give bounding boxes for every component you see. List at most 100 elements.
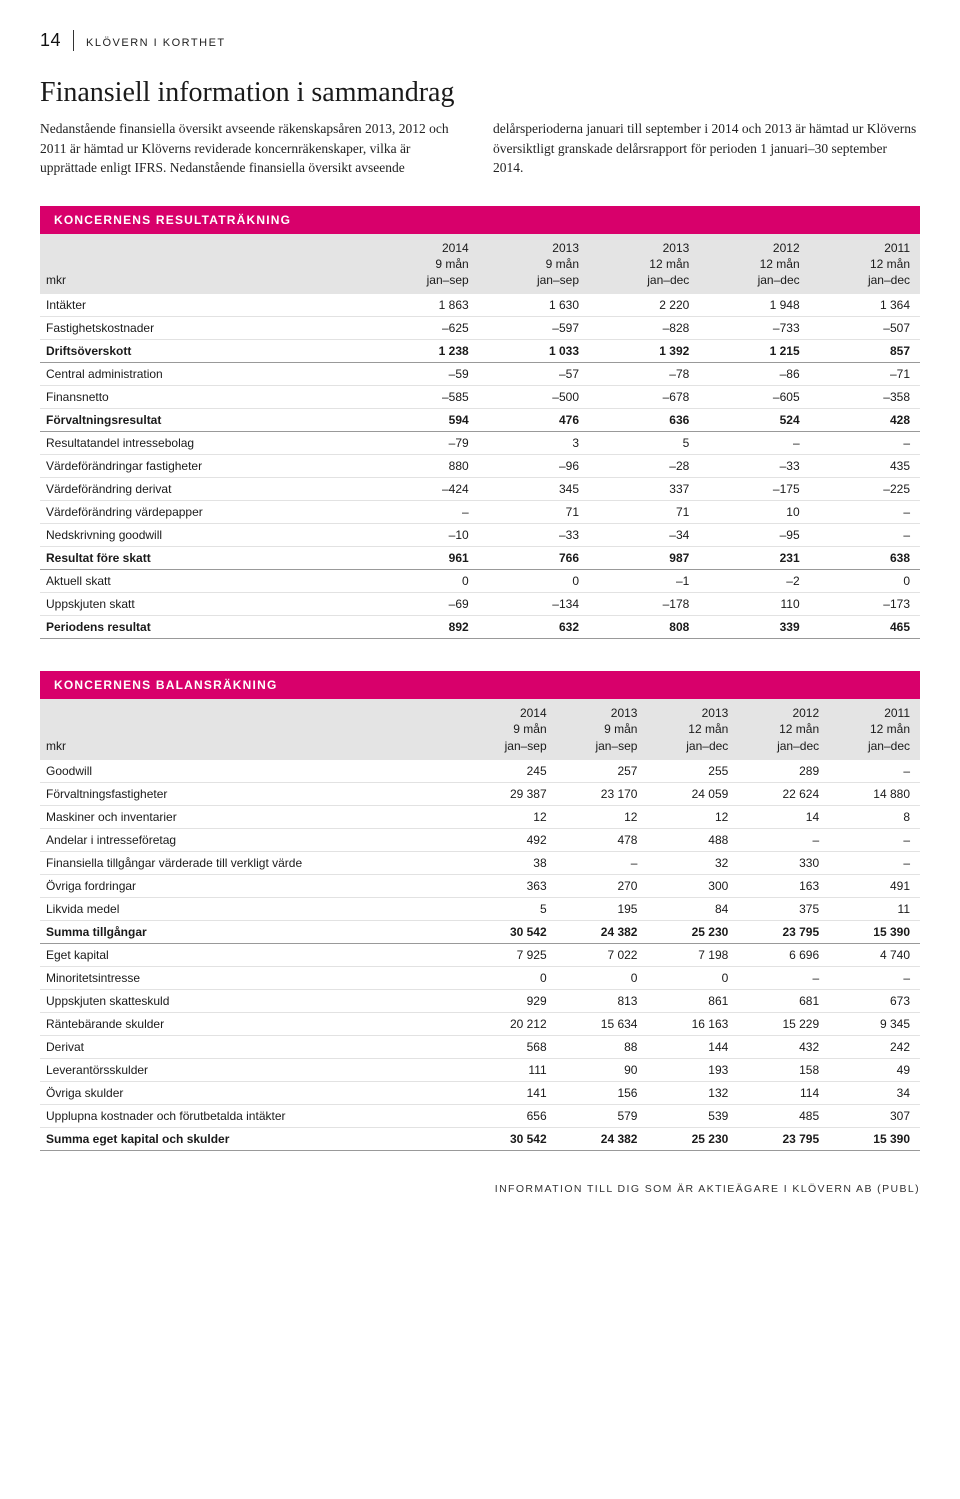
row-value: 307 (829, 1104, 920, 1127)
row-value: 24 059 (647, 782, 738, 805)
section-label: KLÖVERN I KORTHET (86, 37, 226, 49)
row-value: –2 (699, 570, 809, 593)
row-value: 594 (368, 409, 478, 432)
row-value: 892 (368, 616, 478, 639)
table-row: Värdeförändring värdepapper–717110– (40, 501, 920, 524)
table-row: Övriga fordringar363270300163491 (40, 874, 920, 897)
table1-head: mkr 2014 9 mån jan–sep 2013 9 mån jan–se… (40, 234, 920, 295)
table1-col1: 2013 9 mån jan–sep (479, 234, 589, 295)
row-label: Eget kapital (40, 943, 466, 966)
page-number: 14 (40, 30, 74, 51)
row-value: 110 (699, 593, 809, 616)
row-value: 163 (738, 874, 829, 897)
table-row: Övriga skulder14115613211434 (40, 1081, 920, 1104)
row-label: Summa tillgångar (40, 920, 466, 943)
row-value: –175 (699, 478, 809, 501)
row-value: 476 (479, 409, 589, 432)
row-value: – (829, 851, 920, 874)
row-value: 193 (647, 1058, 738, 1081)
row-value: 34 (829, 1081, 920, 1104)
row-value: 111 (466, 1058, 557, 1081)
row-value: 638 (810, 547, 920, 570)
row-value: – (829, 966, 920, 989)
table1-col3: 2012 12 mån jan–dec (699, 234, 809, 295)
row-value: 14 (738, 805, 829, 828)
table-row: Nedskrivning goodwill–10–33–34–95– (40, 524, 920, 547)
table1-col2: 2013 12 mån jan–dec (589, 234, 699, 295)
row-value: 114 (738, 1081, 829, 1104)
row-value: 808 (589, 616, 699, 639)
row-value: 30 542 (466, 1127, 557, 1150)
row-value: 4 740 (829, 943, 920, 966)
row-value: 300 (647, 874, 738, 897)
row-label: Övriga fordringar (40, 874, 466, 897)
row-value: 488 (647, 828, 738, 851)
row-value: 337 (589, 478, 699, 501)
row-value: 32 (647, 851, 738, 874)
row-value: 1 238 (368, 340, 478, 363)
table-row: Leverantörsskulder1119019315849 (40, 1058, 920, 1081)
row-value: –78 (589, 363, 699, 386)
table1-header-label: mkr (40, 234, 368, 295)
row-value: 12 (647, 805, 738, 828)
row-value: 242 (829, 1035, 920, 1058)
row-value: – (810, 501, 920, 524)
row-label: Uppskjuten skatteskuld (40, 989, 466, 1012)
table2-col4: 2011 12 mån jan–dec (829, 699, 920, 760)
footer-text: INFORMATION TILL DIG SOM ÄR AKTIEÄGARE I… (40, 1183, 920, 1195)
row-value: 132 (647, 1081, 738, 1104)
row-value: 813 (557, 989, 648, 1012)
table2-col0: 2014 9 mån jan–sep (466, 699, 557, 760)
row-value: 12 (557, 805, 648, 828)
page-header: 14 KLÖVERN I KORTHET (40, 30, 920, 51)
row-value: 857 (810, 340, 920, 363)
table-row: Aktuell skatt00–1–20 (40, 570, 920, 593)
row-value: 245 (466, 760, 557, 783)
table-row: Finansnetto–585–500–678–605–358 (40, 386, 920, 409)
table2-header-label: mkr (40, 699, 466, 760)
row-value: –33 (479, 524, 589, 547)
table-row: Förvaltningsfastigheter29 38723 17024 05… (40, 782, 920, 805)
row-value: 90 (557, 1058, 648, 1081)
row-label: Upplupna kostnader och förutbetalda intä… (40, 1104, 466, 1127)
row-value: –678 (589, 386, 699, 409)
row-value: 339 (699, 616, 809, 639)
row-value: –28 (589, 455, 699, 478)
row-value: –134 (479, 593, 589, 616)
row-value: 15 390 (829, 1127, 920, 1150)
row-label: Räntebärande skulder (40, 1012, 466, 1035)
row-value: – (829, 760, 920, 783)
row-value: 14 880 (829, 782, 920, 805)
row-value: 12 (466, 805, 557, 828)
row-label: Finansnetto (40, 386, 368, 409)
row-value: 25 230 (647, 920, 738, 943)
row-value: –597 (479, 317, 589, 340)
row-value: 38 (466, 851, 557, 874)
table-row: Goodwill245257255289– (40, 760, 920, 783)
row-value: 84 (647, 897, 738, 920)
row-label: Uppskjuten skatt (40, 593, 368, 616)
table-row: Uppskjuten skatteskuld929813861681673 (40, 989, 920, 1012)
row-value: 270 (557, 874, 648, 897)
table-row: Resultat före skatt961766987231638 (40, 547, 920, 570)
row-label: Övriga skulder (40, 1081, 466, 1104)
row-value: –59 (368, 363, 478, 386)
table-row: Värdeförändringar fastigheter880–96–28–3… (40, 455, 920, 478)
row-value: 289 (738, 760, 829, 783)
row-value: 30 542 (466, 920, 557, 943)
row-value: 961 (368, 547, 478, 570)
row-label: Finansiella tillgångar värderade till ve… (40, 851, 466, 874)
table-row: Summa tillgångar30 54224 38225 23023 795… (40, 920, 920, 943)
row-value: 49 (829, 1058, 920, 1081)
row-value: 428 (810, 409, 920, 432)
row-value: 681 (738, 989, 829, 1012)
row-value: 1 033 (479, 340, 589, 363)
row-value: 0 (466, 966, 557, 989)
table-row: Central administration–59–57–78–86–71 (40, 363, 920, 386)
row-value: 5 (589, 432, 699, 455)
row-value: 255 (647, 760, 738, 783)
row-value: 465 (810, 616, 920, 639)
table-row: Periodens resultat892632808339465 (40, 616, 920, 639)
table1-col0: 2014 9 mån jan–sep (368, 234, 478, 295)
row-value: 23 795 (738, 920, 829, 943)
